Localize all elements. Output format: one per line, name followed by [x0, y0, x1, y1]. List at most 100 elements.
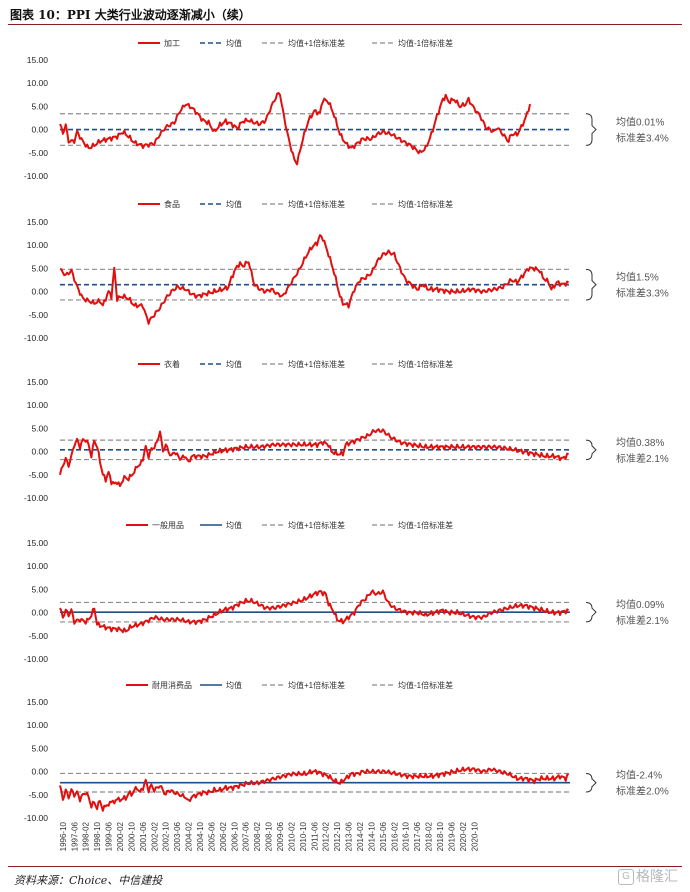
y-tick-label: 10.00 [27, 78, 49, 88]
y-tick-label: -10.00 [24, 333, 48, 343]
legend-label: 衣着 [164, 359, 180, 369]
legend-label: 均值+1倍标准差 [288, 199, 345, 209]
legend-label: 均值-1倍标准差 [398, 520, 453, 530]
x-tick-label: 2008-02 [253, 821, 262, 851]
y-tick-label: -10.00 [24, 171, 48, 181]
legend-label: 均值-1倍标准差 [398, 38, 453, 48]
x-tick-label: 2016-02 [390, 821, 399, 851]
y-tick-label: 0.00 [31, 125, 48, 135]
y-tick-label: 10.00 [27, 400, 49, 410]
legend-label: 均值+1倍标准差 [288, 38, 345, 48]
source-note: 资料来源：Choice、中信建投 [14, 874, 163, 887]
brace-bracket [585, 113, 597, 146]
title-rule [8, 24, 682, 25]
chart-panel-5: 15.00 10.00 5.00 0.00 -5.00 -10.00 耐用消费品 均值 均值+1… [24, 680, 669, 823]
x-tick-label: 2005-06 [207, 821, 216, 851]
x-tick-label: 2015-06 [379, 821, 388, 851]
x-tick-label: 2012-02 [322, 821, 331, 851]
legend-label: 均值+1倍标准差 [288, 680, 345, 690]
series-line [59, 589, 570, 634]
legend-label: 均值+1倍标准差 [288, 520, 345, 530]
x-tick-label: 2016-10 [402, 821, 411, 851]
bottom-rule [8, 866, 682, 867]
legend-label: 均值+1倍标准差 [288, 359, 345, 369]
x-tick-label: 2017-06 [413, 821, 422, 851]
y-tick-label: 5.00 [31, 423, 48, 433]
legend-label: 均值 [226, 680, 242, 690]
std-annotation: 标准差3.3% [616, 287, 669, 300]
x-tick-label: 2000-02 [116, 821, 125, 851]
brace-bracket [585, 772, 597, 793]
y-tick-label: 0.00 [31, 287, 48, 297]
legend-label: 均值-1倍标准差 [398, 199, 453, 209]
x-tick-label: 2003-06 [173, 821, 182, 851]
y-tick-label: 15.00 [27, 538, 49, 548]
x-tick-label: 2000-10 [127, 821, 136, 851]
brace-bracket [585, 601, 597, 623]
y-tick-label: 10.00 [27, 561, 49, 571]
series-line [59, 766, 570, 812]
y-tick-label: 15.00 [27, 217, 49, 227]
series-line [59, 428, 569, 488]
x-tick-label: 2004-02 [185, 821, 194, 851]
brace-bracket [585, 439, 597, 461]
x-tick-label: 2006-02 [219, 821, 228, 851]
x-tick-label: 1999-06 [105, 821, 114, 851]
x-tick-label: 2009-06 [276, 821, 285, 851]
x-tick-label: 1996-10 [59, 821, 68, 851]
x-tick-label: 2002-02 [150, 821, 159, 851]
y-tick-label: -10.00 [24, 813, 48, 823]
brace-bracket [585, 268, 597, 301]
y-tick-label: 0.00 [31, 447, 48, 457]
chart-panel-1: 15.00 10.00 5.00 0.00 -5.00 -10.00 加工 均值 均值+1倍标准… [24, 38, 669, 181]
x-tick-label: 2013-06 [345, 821, 354, 851]
y-tick-label: 0.00 [31, 767, 48, 777]
x-tick-label: 1997-06 [70, 821, 79, 851]
x-tick-label: 2012-10 [333, 821, 342, 851]
x-tick-label: 1998-10 [93, 821, 102, 851]
legend-label: 均值 [226, 199, 242, 209]
x-tick-label: 2007-06 [242, 821, 251, 851]
chart-panel-2: 15.00 10.00 5.00 0.00 -5.00 -10.00 食品 均值 均值+1倍标准… [24, 199, 669, 343]
series-line [59, 92, 531, 166]
figure-title: 图表 10：PPI 大类行业波动逐渐减小（续） [10, 8, 251, 22]
legend-label: 均值-1倍标准差 [398, 680, 453, 690]
y-tick-label: 5.00 [31, 101, 48, 111]
y-tick-label: -5.00 [29, 310, 49, 320]
legend-label: 均值-1倍标准差 [398, 359, 453, 369]
y-tick-label: -5.00 [29, 790, 49, 800]
x-tick-label: 2020-02 [459, 821, 468, 851]
mean-annotation: 均值-2.4% [616, 769, 662, 782]
y-tick-label: 15.00 [27, 377, 49, 387]
y-tick-label: -10.00 [24, 654, 48, 664]
x-tick-label: 2004-10 [196, 821, 205, 851]
watermark-logo-icon: G [618, 869, 634, 886]
x-tick-label: 2014-10 [367, 821, 376, 851]
series-line [59, 234, 570, 325]
mean-annotation: 均值0.09% [616, 598, 664, 611]
y-tick-label: 10.00 [27, 240, 49, 250]
x-tick-label: 2014-02 [356, 821, 365, 851]
legend-label: 一般用品 [152, 520, 184, 530]
y-tick-label: -5.00 [29, 148, 49, 158]
watermark: G 格隆汇 [618, 866, 678, 886]
mean-annotation: 均值1.5% [616, 271, 659, 284]
std-annotation: 标准差2.1% [616, 614, 669, 627]
legend-label: 耐用消费品 [152, 680, 192, 690]
legend-label: 食品 [164, 199, 180, 209]
std-annotation: 标准差2.0% [616, 785, 669, 798]
x-tick-label: 1998-02 [82, 821, 91, 851]
chart-panel-4: 15.00 10.00 5.00 0.00 -5.00 -10.00 一般用品 均值 均值+1倍… [24, 520, 669, 664]
y-tick-label: 15.00 [27, 55, 49, 65]
y-tick-label: -5.00 [29, 470, 49, 480]
watermark-text: 格隆汇 [636, 868, 678, 884]
y-tick-label: -10.00 [24, 493, 48, 503]
y-tick-label: 10.00 [27, 720, 49, 730]
legend-label: 均值 [226, 359, 242, 369]
x-tick-label: 2010-02 [287, 821, 296, 851]
x-tick-label: 2018-10 [436, 821, 445, 851]
y-tick-label: 5.00 [31, 263, 48, 273]
y-tick-label: 15.00 [27, 697, 49, 707]
legend-label: 加工 [164, 38, 180, 48]
